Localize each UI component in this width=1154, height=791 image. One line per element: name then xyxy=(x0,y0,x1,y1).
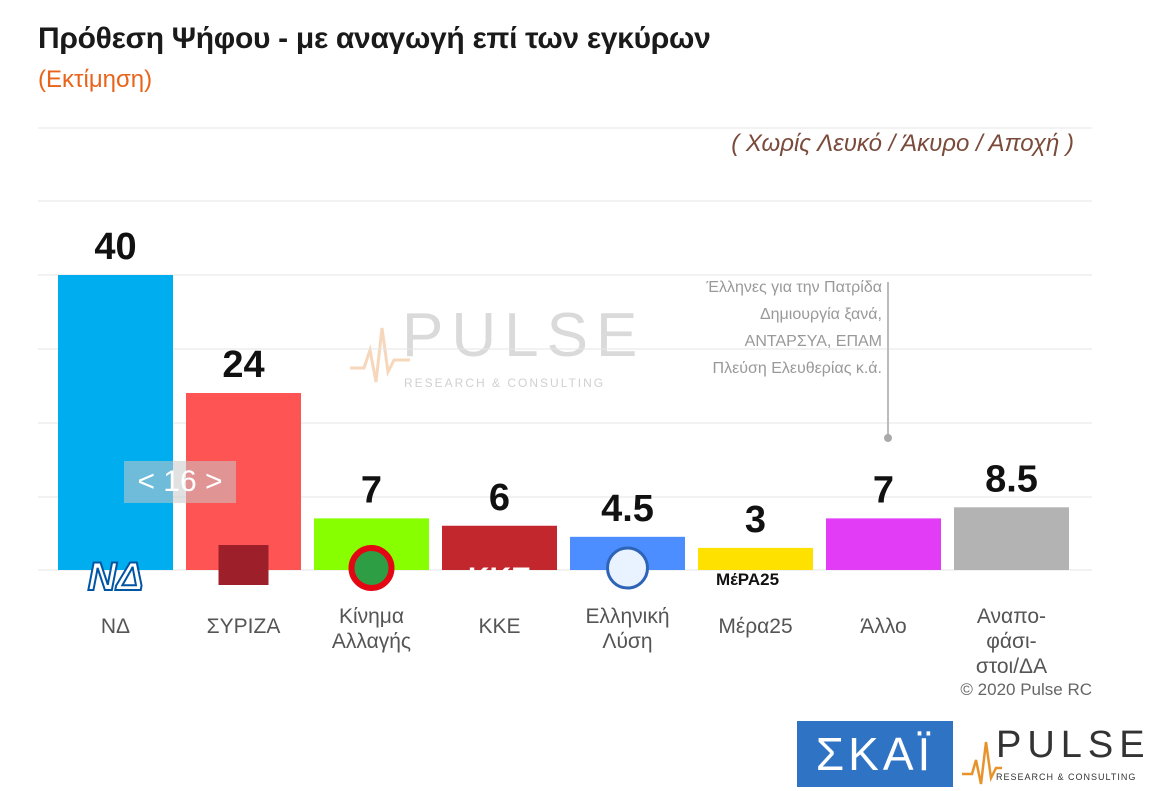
data-label: 40 xyxy=(94,226,136,268)
kinal-logo-icon xyxy=(348,545,395,591)
bar xyxy=(58,275,173,570)
annotation-line: Δημιουργία ξανά, xyxy=(759,306,882,323)
annotation-dot xyxy=(884,434,892,442)
pulse-logo-tagline: RESEARCH & CONSULTING xyxy=(996,772,1137,782)
other-annotation: Έλληνες για την Πατρίδα Δημιουργία ξανά,… xyxy=(640,274,882,382)
data-label: 7 xyxy=(361,469,382,511)
bar xyxy=(442,525,557,570)
x-tick-label: Ελληνική Λύση xyxy=(585,605,670,653)
pulse-logo: PULSE RESEARCH & CONSULTING xyxy=(962,722,1145,788)
annotation-line: Πλεύση Ελευθερίας κ.ά. xyxy=(712,360,882,377)
annotation-line: ΑΝΤΑΡΣΥΑ, ΕΠΑΜ xyxy=(744,333,882,350)
chart-subtitle: (Εκτίμηση) xyxy=(38,66,153,93)
data-label: 7 xyxy=(873,469,894,511)
x-tick-label: ΚΚΕ xyxy=(478,615,521,638)
exclusion-note: ( Χωρίς Λευκό / Άκυρο / Αποχή ) xyxy=(731,130,1074,157)
chart-title: Πρόθεση Ψήφου - με αναγωγή επί των εγκύρ… xyxy=(38,22,711,55)
syriza-logo-icon xyxy=(218,545,269,585)
x-tick-label: Άλλο xyxy=(860,615,907,638)
pulse-logo-wave-icon xyxy=(962,741,1002,785)
pulse-watermark: PULSE RESEARCH & CONSULTING xyxy=(350,300,637,400)
kke-logo-icon: ΚΚΕ xyxy=(468,562,531,595)
gap-badge: < 16 > xyxy=(124,461,236,503)
copyright: © 2020 Pulse RC xyxy=(960,680,1092,699)
x-tick-label: Μέρα25 xyxy=(718,615,793,638)
x-tick-label: ΣΥΡΙΖΑ xyxy=(206,615,281,638)
x-tick-label: ΝΔ xyxy=(100,615,131,638)
annotation-line: Έλληνες για την Πατρίδα xyxy=(706,279,882,296)
x-tick-label: Κίνημα Αλλαγής xyxy=(331,605,412,653)
elliniki-lysi-logo-icon xyxy=(606,546,649,590)
data-label: 6 xyxy=(489,477,510,519)
data-label: 24 xyxy=(222,344,264,386)
mera25-logo-icon: ΜέΡΑ25 xyxy=(716,570,779,589)
bar-chart: 40 24 7 6 4.5 3 7 8.5 ΝΔ ΚΚΕ ΜέΡΑ25 xyxy=(38,127,1092,600)
bar xyxy=(826,518,941,570)
x-tick-label: Αναπο- φάσι- στοι/ΔΑ xyxy=(975,605,1048,678)
watermark-tagline: RESEARCH & CONSULTING xyxy=(404,376,606,390)
data-label: 8.5 xyxy=(985,458,1038,500)
watermark-name: PULSE xyxy=(402,301,646,370)
nd-logo-icon: ΝΔ xyxy=(88,555,144,599)
pulse-wave-icon xyxy=(350,327,410,383)
pulse-logo-name: PULSE xyxy=(996,724,1151,766)
data-label: 4.5 xyxy=(601,488,654,530)
bar xyxy=(954,507,1069,570)
data-label: 3 xyxy=(745,499,766,541)
skai-logo: ΣΚΑΪ xyxy=(797,721,953,787)
bar xyxy=(698,547,813,570)
